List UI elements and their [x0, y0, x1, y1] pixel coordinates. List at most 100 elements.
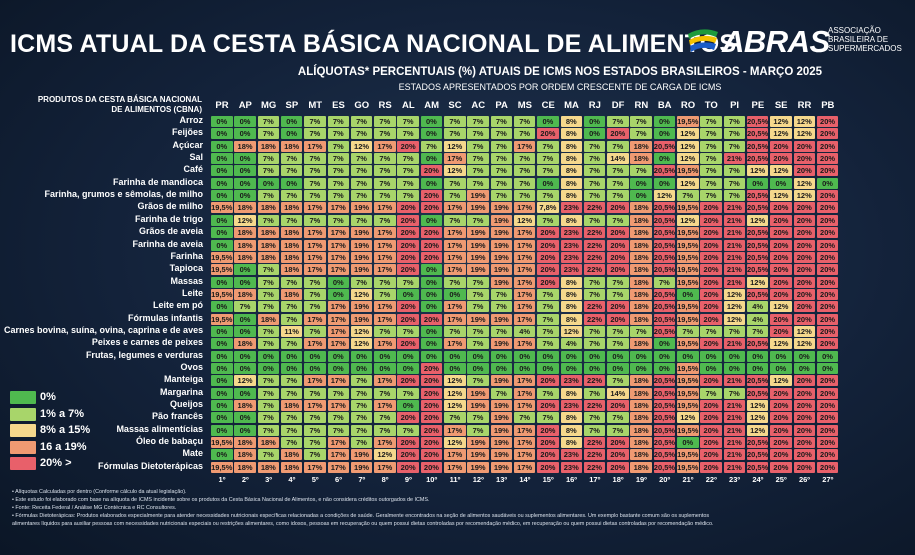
rate-cell: 20% — [700, 202, 722, 214]
state-header-pa: PA — [495, 100, 508, 111]
rate-cell: 7% — [607, 140, 629, 152]
legend-swatch — [10, 424, 36, 437]
page-title: ICMS ATUAL DA CESTA BÁSICA NACIONAL DE A… — [10, 30, 737, 58]
rate-cell: 7% — [350, 116, 373, 127]
legend-label: 16 a 19% — [40, 440, 87, 453]
rate-cell: 0% — [653, 177, 676, 189]
rate-cell: 17% — [513, 461, 536, 473]
rate-cell: 7% — [583, 140, 606, 152]
rate-cell: 20% — [770, 288, 792, 300]
rate-cell: 17% — [374, 264, 396, 276]
rate-cell: 19% — [467, 313, 489, 325]
rate-cell: 7% — [467, 424, 489, 436]
logo-name: ABRAS — [722, 24, 830, 59]
rate-cell: 18% — [280, 449, 303, 461]
rate-cell: 7% — [513, 177, 536, 189]
rate-cell: 0% — [327, 276, 349, 288]
rate-cell: 7% — [397, 387, 419, 399]
rate-cell: 7% — [350, 412, 373, 424]
rate-cell: 7% — [280, 412, 303, 424]
rate-cell: 20% — [770, 239, 792, 251]
rate-cell: 0% — [397, 350, 419, 362]
rate-cell: 0% — [211, 325, 233, 337]
rate-cell: 18% — [280, 461, 303, 473]
rate-cell: 18% — [280, 400, 303, 412]
rate-cell: 8% — [560, 214, 582, 226]
footnote: alimentares líquidos para auxiliar pesso… — [12, 521, 714, 527]
rate-cell: 20% — [816, 400, 839, 412]
rate-cell: 7% — [700, 140, 722, 152]
rate-cell: 20% — [816, 301, 839, 313]
rate-cell: 17% — [513, 239, 536, 251]
rate-cell: 17% — [513, 338, 536, 350]
rate-cell: 0% — [420, 301, 443, 313]
rate-cell: 17% — [304, 251, 326, 263]
rate-cell: 7% — [280, 375, 303, 387]
rate-cell: 0% — [770, 177, 792, 189]
rate-cell: 19% — [467, 227, 489, 239]
rate-cell: 17% — [304, 239, 326, 251]
rate-cell: 19% — [490, 202, 513, 214]
rate-cell: 18% — [630, 375, 652, 387]
rate-cell: 7% — [280, 276, 303, 288]
rate-cell: 7% — [280, 165, 303, 177]
rate-cell: 0% — [583, 363, 606, 374]
rate-cell: 7% — [537, 214, 559, 226]
rate-cell: 7% — [397, 424, 419, 436]
rank-label: 9º — [404, 475, 412, 484]
rate-cell: 7% — [583, 338, 606, 350]
rate-cell: 23% — [560, 264, 582, 276]
rate-cell: 0% — [234, 177, 256, 189]
rate-cell: 20% — [607, 128, 629, 140]
rate-cell: 0% — [257, 363, 280, 374]
rate-cell: 7% — [467, 412, 489, 424]
legend-label: 0% — [40, 391, 56, 403]
state-header-pr: PR — [215, 100, 229, 111]
state-header-mg: MG — [260, 100, 277, 111]
state-header-rj: RJ — [588, 100, 601, 111]
rate-cell: 7% — [350, 214, 373, 226]
state-header-al: AL — [402, 100, 415, 111]
rate-cell: 0% — [304, 363, 326, 374]
rate-cell: 0% — [677, 437, 699, 449]
rate-cell: 17% — [444, 239, 466, 251]
rate-cell: 20% — [420, 202, 443, 214]
rate-cell: 7% — [257, 387, 280, 399]
rate-cell: 20% — [816, 165, 839, 177]
rate-cell: 12% — [770, 301, 792, 313]
rate-cell: 20% — [420, 165, 443, 177]
rate-cell: 7% — [583, 424, 606, 436]
rate-cell: 19,5% — [677, 363, 699, 374]
rate-cell: 8% — [560, 128, 582, 140]
rate-cell: 0% — [653, 128, 676, 140]
rank-label: 8º — [381, 475, 389, 484]
rate-cell: 0% — [234, 350, 256, 362]
rate-cell: 20% — [700, 288, 722, 300]
rate-cell: 7% — [350, 177, 373, 189]
rate-cell: 12% — [653, 190, 676, 202]
rate-cell: 17% — [304, 227, 326, 239]
rate-cell: 18% — [234, 239, 256, 251]
rate-cell: 0% — [211, 227, 233, 239]
rate-cell: 0% — [770, 350, 792, 362]
rate-cell: 0% — [490, 363, 513, 374]
rate-cell: 0% — [211, 153, 233, 165]
product-label: Açúcar — [172, 139, 203, 150]
rate-cell: 7% — [350, 153, 373, 165]
rate-cell: 21% — [723, 264, 746, 276]
rate-cell: 18% — [630, 140, 652, 152]
rate-cell: 19% — [490, 227, 513, 239]
rank-label: 12º — [472, 475, 484, 484]
legend-label: 1% a 7% — [40, 407, 85, 420]
rate-cell: 21% — [723, 400, 746, 412]
rate-cell: 7% — [537, 190, 559, 202]
rate-cell: 19% — [490, 412, 513, 424]
product-label: Feijões — [171, 127, 203, 138]
rate-cell: 7% — [327, 128, 349, 140]
rate-cell: 19% — [350, 264, 373, 276]
rate-cell: 20% — [537, 276, 559, 288]
rate-cell: 17% — [327, 400, 349, 412]
state-header-rr: RR — [797, 100, 812, 111]
rank-label: 17º — [589, 475, 601, 484]
rate-cell: 12% — [677, 153, 699, 165]
